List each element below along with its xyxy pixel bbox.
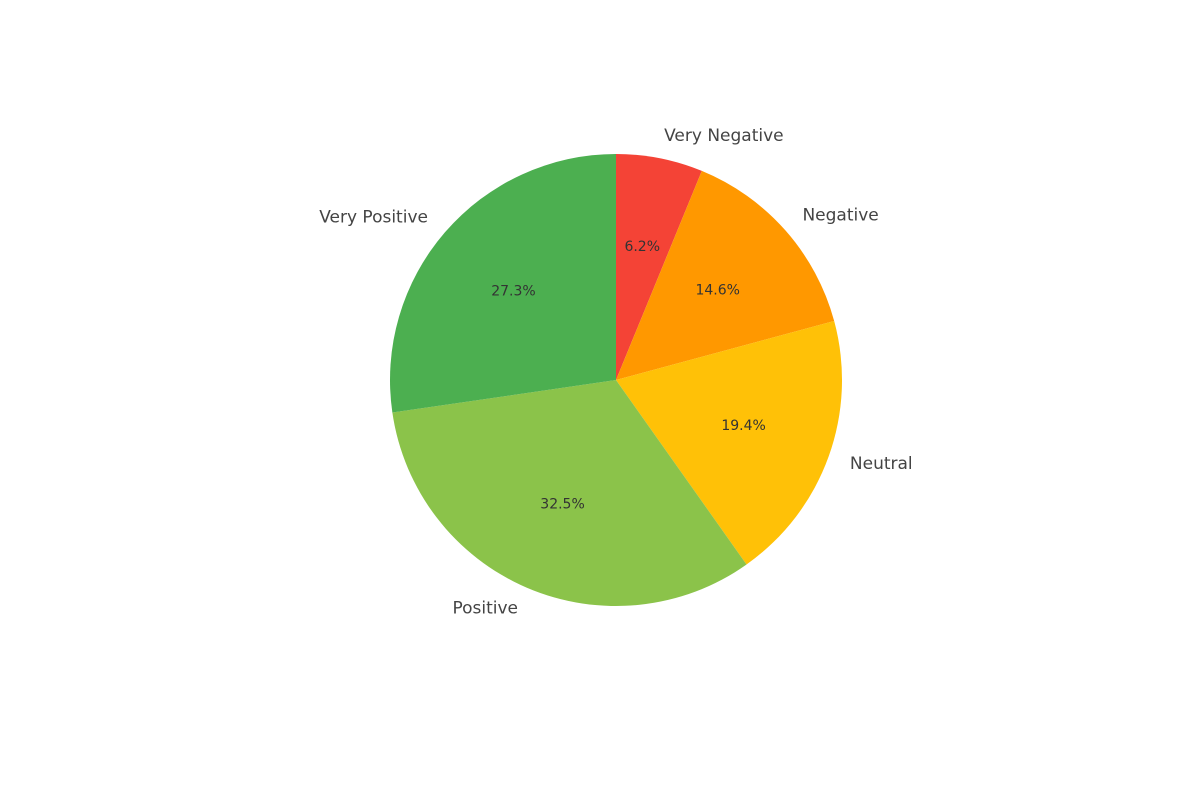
pie-slice-negative: [616, 170, 835, 380]
pie-slice-neutral: [616, 321, 842, 565]
pie-slices: [390, 154, 842, 606]
pie-slice-positive: [392, 380, 747, 606]
category-labels: Very Negative Negative Neutral Positive Very…: [319, 126, 912, 618]
category-label-very-positive: Very Positive: [319, 207, 428, 227]
pct-label-positive: 32.5%: [540, 497, 584, 513]
pct-label-negative: 14.6%: [695, 282, 739, 298]
pct-label-very-negative: 6.2%: [624, 239, 660, 255]
category-label-positive: Positive: [452, 598, 518, 618]
category-label-negative: Negative: [802, 206, 878, 226]
pct-label-neutral: 19.4%: [721, 418, 765, 434]
percentage-labels: 6.2% 14.6% 19.4% 32.5% 27.3%: [491, 239, 766, 513]
category-label-very-negative: Very Negative: [664, 126, 784, 146]
pie-slice-very-positive: [390, 154, 616, 413]
pct-label-very-positive: 27.3%: [491, 283, 535, 299]
pie-slice-very-negative: [616, 154, 702, 380]
category-label-neutral: Neutral: [850, 454, 913, 474]
